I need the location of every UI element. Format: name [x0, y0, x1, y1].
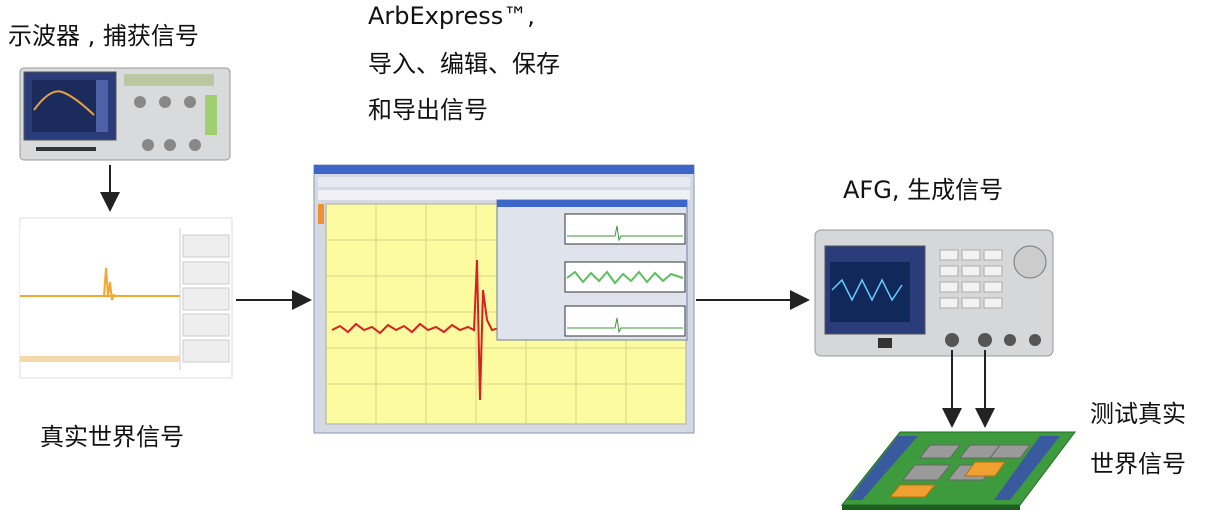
arbexpress-window — [314, 165, 694, 433]
afg-label: AFG, 生成信号 — [843, 176, 1003, 204]
oscilloscope-device — [20, 68, 230, 160]
arbexpress-label: 导入、编辑、保存 — [368, 50, 560, 78]
real-world-label: 真实世界信号 — [40, 423, 184, 451]
oscilloscope-label: 示波器 , 捕获信号 — [8, 22, 199, 50]
test-label: 世界信号 — [1090, 450, 1186, 478]
diagram: 示波器 , 捕获信号 ArbExpress™, 导入、编辑、保存 和导出信号 A… — [0, 0, 1216, 510]
arbexpress-label: ArbExpress™, — [368, 2, 535, 30]
pcb — [842, 432, 1075, 510]
test-label: 测试真实 — [1090, 400, 1186, 428]
page: 示波器 , 捕获信号 ArbExpress™, 导入、编辑、保存 和导出信号 A… — [0, 0, 1216, 510]
arbexpress-label: 和导出信号 — [368, 96, 488, 124]
afg-device — [815, 230, 1053, 356]
scope-capture — [20, 218, 232, 378]
